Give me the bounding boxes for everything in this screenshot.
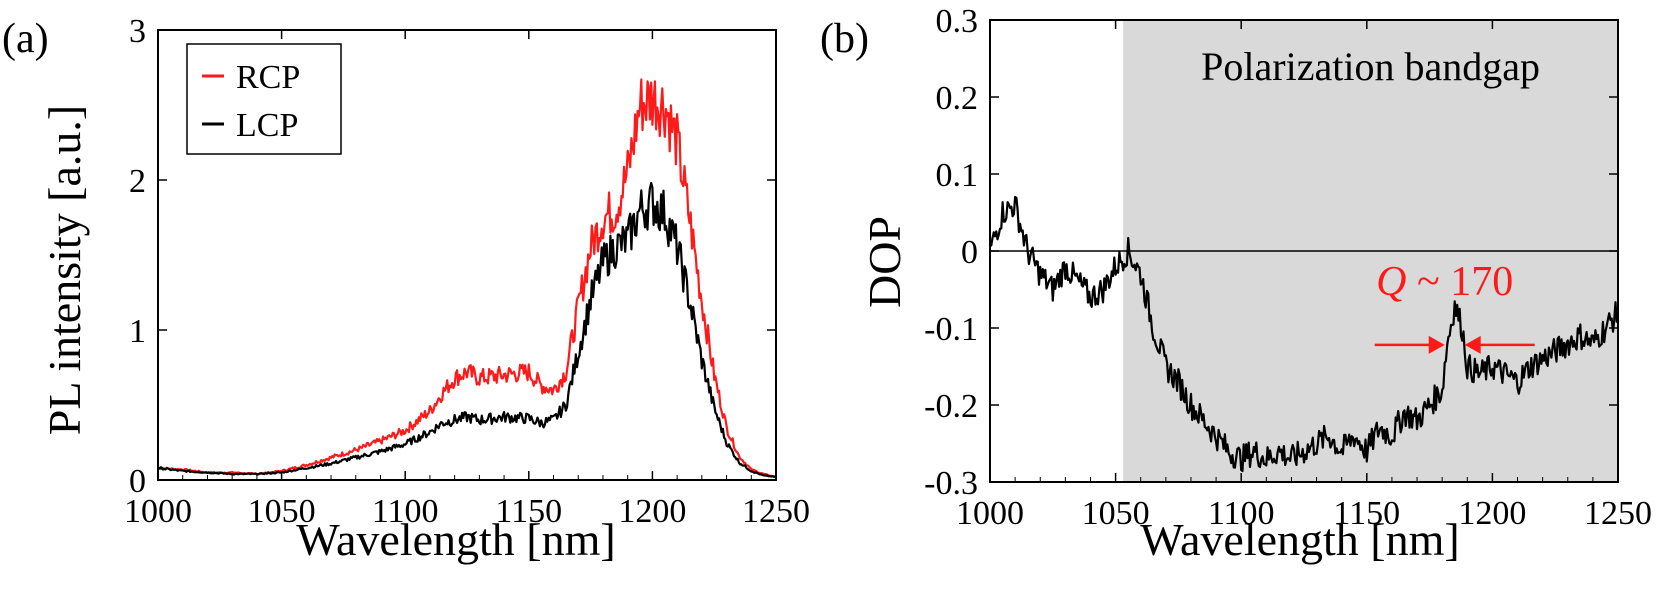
panel-b-ticks: 1000 1050 1100 1150 1200 1250 -0.3 -0.2 -0.1 0 0.1… [924,3,1652,532]
series-line-lcp [157,181,777,479]
y-tick-label: 2 [129,163,146,200]
x-tick-label: 1050 [248,493,316,530]
panel-a-series [157,78,777,479]
y-tick-label: 0 [961,234,978,271]
panel-b-label: (b) [820,16,869,62]
q-annotation: Q ~ 170 [1374,259,1535,354]
panel-b-xlabel: Wavelength [nm] [1140,514,1459,565]
x-tick-label: 1200 [618,493,686,530]
panel-a-xlabel: Wavelength [nm] [296,514,615,565]
q-annotation-rest: ~ 170 [1407,259,1514,305]
legend-label-lcp: LCP [236,107,298,144]
y-tick-label: 0.3 [936,3,979,40]
legend-box [186,43,342,155]
arrow-head-left [1428,335,1445,354]
legend: RCP LCP [186,43,342,155]
series-line-dop [989,195,1620,473]
x-tick-label: 1200 [1458,495,1526,532]
x-tick-label: 1150 [495,493,562,530]
q-annotation-italic: Q [1376,259,1406,305]
x-tick-label: 1150 [1333,495,1400,532]
arrow-head-right [1464,335,1481,354]
panel-b-frame [989,19,1619,483]
x-tick-label: 1250 [742,493,810,530]
panel-b: (b) Polarization bandgap Q ~ 170 1000 105… [820,3,1652,565]
y-tick-label: -0.3 [924,465,978,502]
x-tick-label: 1000 [124,493,192,530]
y-tick-label: 0.1 [936,157,979,194]
panel-a-ylabel: PL intensity [a.u.] [39,105,90,435]
legend-label-rcp: RCP [236,59,300,96]
panel-a: (a) PL intensity [a.u.] Wavelength [nm] … [2,13,810,565]
q-annotation-text: Q ~ 170 [1376,259,1513,305]
y-tick-label: 0 [129,463,146,500]
panel-a-label: (a) [2,16,49,62]
panel-b-series [989,195,1620,473]
y-tick-label: 0.2 [936,80,979,117]
x-tick-label: 1250 [1584,495,1652,532]
y-tick-label: 1 [129,313,146,350]
y-tick-label: -0.1 [924,311,978,348]
polarization-bandgap-label: Polarization bandgap [1201,44,1540,89]
panel-a-ticks: 1000 1050 1100 1150 1200 1250 0 1 2 3 [124,13,810,530]
x-tick-label: 1100 [372,493,439,530]
y-tick-label: 3 [129,13,146,50]
x-tick-label: 1100 [1208,495,1275,532]
y-tick-label: -0.2 [924,388,978,425]
panel-a-frame [157,29,777,481]
x-tick-label: 1050 [1082,495,1150,532]
panel-b-ylabel: DOP [859,216,910,308]
x-tick-label: 1000 [956,495,1024,532]
